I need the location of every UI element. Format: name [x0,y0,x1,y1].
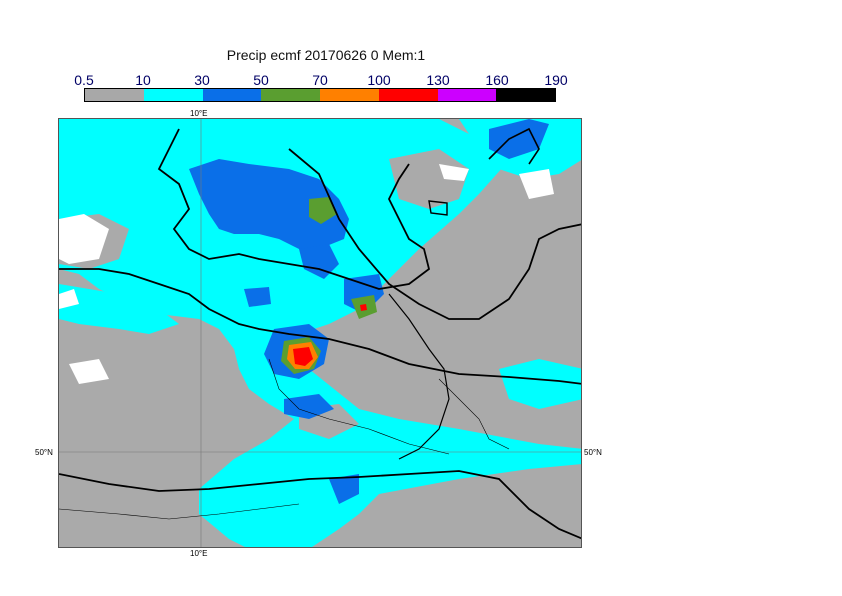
legend-swatch [320,89,379,101]
precip-10-band-west [59,284,179,334]
coastline-ne [488,127,540,165]
lat-label-left: 50°N [35,448,53,457]
precip-30-region-lobe [299,244,339,279]
precip-100-region-core [293,347,313,366]
precip-50-region-north [309,197,337,224]
map-canvas [59,119,581,547]
border-line-east [388,293,450,460]
lon-label-top: 10°E [190,109,208,118]
legend-swatch [378,89,438,101]
legend-swatch [261,89,320,101]
precip-30-region-w [244,287,271,307]
legend-level-label: 190 [544,72,568,88]
precip-30-region-ne [489,119,549,159]
legend-swatch [85,89,144,101]
no-data-patch-sw [69,359,109,384]
border-line-north [59,268,581,385]
no-data-patch-north [439,164,469,181]
lon-label-bottom: 10°E [190,549,208,558]
legend-level-label: 130 [426,72,450,88]
precip-10-region [59,119,581,547]
legend-level-label: 0.5 [74,72,94,88]
legend-swatch [437,89,497,101]
chart-title: Precip ecmf 20170626 0 Mem:1 [226,47,426,63]
precip-100-region-small [360,304,367,311]
legend-swatch [202,89,262,101]
legend-level-label: 30 [194,72,210,88]
border-line-thin-2 [59,503,300,520]
border-line-thin-1 [268,358,450,455]
border-line-thin-3 [438,378,510,450]
coastline-north [157,128,431,290]
no-data-patch-ne [519,169,554,199]
precip-30-region-se [329,474,359,504]
no-data-patch-left [59,289,79,309]
lat-label-right: 50°N [584,448,602,457]
legend-swatch [496,89,555,101]
legend-level-label: 10 [135,72,151,88]
dry-hole-se [379,489,581,547]
border-line-arc [288,148,581,320]
legend-swatch [143,89,203,101]
legend-level-label: 100 [367,72,391,88]
legend-level-label: 70 [312,72,328,88]
precip-30-region-south [284,394,334,419]
no-data-patch-west [59,214,109,264]
color-legend-bar [84,88,556,102]
precipitation-map [58,118,582,548]
border-line-south [59,470,581,540]
precip-30-region-north [189,159,349,249]
legend-level-label: 50 [253,72,269,88]
island-outline [428,200,448,216]
legend-level-label: 160 [485,72,509,88]
precip-10-region-e [499,359,581,409]
